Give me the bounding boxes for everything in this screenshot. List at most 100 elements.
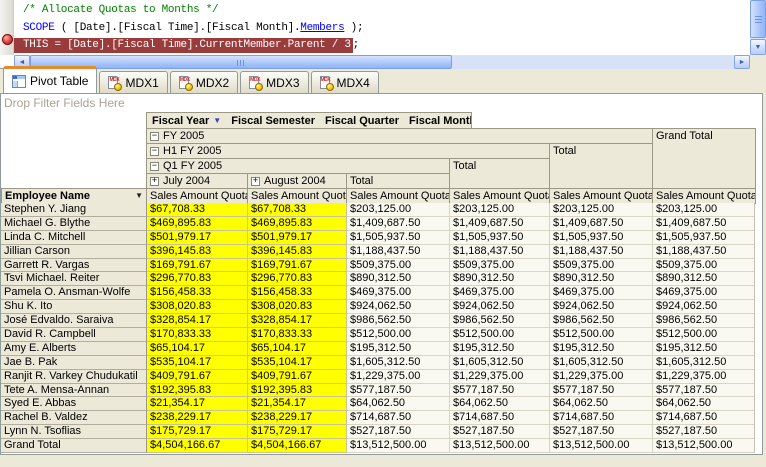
fy-total-cell[interactable]: $512,500.00 xyxy=(550,328,653,342)
august-quota-cell[interactable]: $192,395.83 xyxy=(248,383,347,398)
employee-name-cell[interactable]: Michael G. Blythe xyxy=(1,216,147,231)
grand-total-cell[interactable]: $13,512,500.00 xyxy=(653,439,755,454)
july-quota-cell[interactable]: $169,791.67 xyxy=(147,258,248,273)
july-quota-cell[interactable]: $535,104.17 xyxy=(147,355,248,370)
employee-name-cell[interactable]: Pamela O. Ansman-Wolfe xyxy=(1,286,147,301)
july-quota-cell[interactable]: $175,729.17 xyxy=(147,425,248,440)
grand-total-cell[interactable]: $577,187.50 xyxy=(653,383,755,398)
code-current-statement-line[interactable]: THIS = [Date].[Fiscal Time].CurrentMembe… xyxy=(14,38,359,53)
expand-icon[interactable]: + xyxy=(150,175,159,186)
scroll-down-button[interactable]: ▼ xyxy=(750,39,766,55)
grand-total-cell[interactable]: $527,187.50 xyxy=(653,425,755,440)
q1-total-cell[interactable]: $64,062.50 xyxy=(347,397,450,412)
code-vertical-scrollbar[interactable]: ▼ xyxy=(750,0,766,55)
column-field-fiscal-month[interactable]: Fiscal Month xyxy=(408,114,472,127)
collapse-icon[interactable]: − xyxy=(150,130,159,141)
fy-total-cell[interactable]: $509,375.00 xyxy=(550,258,653,273)
measure-header[interactable]: Sales Amount Quota xyxy=(146,188,248,204)
august-quota-cell[interactable]: $4,504,166.67 xyxy=(248,439,347,454)
fy-total-cell[interactable]: $1,605,312.50 xyxy=(550,355,653,370)
h1-total-cell[interactable]: $469,375.00 xyxy=(450,286,550,301)
q1-total-cell[interactable]: $1,229,375.00 xyxy=(347,369,450,384)
h1-total-cell[interactable]: $203,125.00 xyxy=(450,203,550,217)
august-quota-cell[interactable]: $308,020.83 xyxy=(248,300,347,315)
expand-icon[interactable]: + xyxy=(251,175,260,186)
h1-total-cell[interactable]: $1,229,375.00 xyxy=(450,369,550,384)
header-fy-2005[interactable]: − FY 2005 xyxy=(146,128,653,144)
fy-total-cell[interactable]: $890,312.50 xyxy=(550,272,653,287)
employee-name-cell[interactable]: Amy E. Alberts xyxy=(1,341,147,356)
employee-name-cell[interactable]: Rachel B. Valdez xyxy=(1,411,147,426)
august-quota-cell[interactable]: $535,104.17 xyxy=(248,355,347,370)
header-q1-total[interactable]: Total xyxy=(346,173,450,189)
q1-total-cell[interactable]: $469,375.00 xyxy=(347,286,450,301)
q1-total-cell[interactable]: $577,187.50 xyxy=(347,383,450,398)
august-quota-cell[interactable]: $156,458.33 xyxy=(248,286,347,301)
grand-total-cell[interactable]: $986,562.50 xyxy=(653,314,755,329)
q1-total-cell[interactable]: $1,188,437.50 xyxy=(347,244,450,259)
column-field-fiscal-year[interactable]: Fiscal Year ▼ xyxy=(152,114,222,127)
fy-total-cell[interactable]: $64,062.50 xyxy=(550,397,653,412)
h1-total-cell[interactable]: $195,312.50 xyxy=(450,341,550,356)
july-quota-cell[interactable]: $21,354.17 xyxy=(147,397,248,412)
employee-name-cell[interactable]: Grand Total xyxy=(1,439,147,454)
h1-total-cell[interactable]: $577,187.50 xyxy=(450,383,550,398)
h1-total-cell[interactable]: $924,062.50 xyxy=(450,300,550,315)
fy-total-cell[interactable]: $986,562.50 xyxy=(550,314,653,329)
q1-total-cell[interactable]: $195,312.50 xyxy=(347,341,450,356)
measure-header[interactable]: Sales Amount Quota xyxy=(449,188,550,204)
grand-total-cell[interactable]: $714,687.50 xyxy=(653,411,755,426)
fy-total-cell[interactable]: $924,062.50 xyxy=(550,300,653,315)
employee-name-cell[interactable]: Tete A. Mensa-Annan xyxy=(1,383,147,398)
august-quota-cell[interactable]: $396,145.83 xyxy=(248,244,347,259)
grand-total-cell[interactable]: $1,505,937.50 xyxy=(653,230,755,245)
grand-total-cell[interactable]: $1,229,375.00 xyxy=(653,369,755,384)
header-q1-fy-2005[interactable]: − Q1 FY 2005 xyxy=(146,158,450,174)
h1-total-cell[interactable]: $509,375.00 xyxy=(450,258,550,273)
july-quota-cell[interactable]: $67,708.33 xyxy=(147,203,248,217)
fiscal-year-filter-arrow[interactable]: ▼ xyxy=(213,115,222,125)
august-quota-cell[interactable]: $469,895.83 xyxy=(248,216,347,231)
measure-header[interactable]: Sales Amount Quota xyxy=(652,188,756,204)
fy-total-cell[interactable]: $203,125.00 xyxy=(550,203,653,217)
grand-total-cell[interactable]: $512,500.00 xyxy=(653,328,755,342)
header-h1-fy-2005[interactable]: − H1 FY 2005 xyxy=(146,143,550,159)
employee-name-cell[interactable]: Garrett R. Vargas xyxy=(1,258,147,273)
august-quota-cell[interactable]: $501,979.17 xyxy=(248,230,347,245)
july-quota-cell[interactable]: $170,833.33 xyxy=(147,328,248,342)
tab-pivot-table[interactable]: Pivot Table xyxy=(3,66,98,93)
employee-name-cell[interactable]: Shu K. Ito xyxy=(1,300,147,315)
august-quota-cell[interactable]: $169,791.67 xyxy=(248,258,347,273)
q1-total-cell[interactable]: $924,062.50 xyxy=(347,300,450,315)
h1-total-cell[interactable]: $527,187.50 xyxy=(450,425,550,440)
fy-total-cell[interactable]: $577,187.50 xyxy=(550,383,653,398)
employee-name-cell[interactable]: Jae B. Pak xyxy=(1,355,147,370)
tab-mdx4[interactable]: MDX MDX4 xyxy=(310,71,379,93)
code-horizontal-scrollbar[interactable]: ◄ ► xyxy=(14,55,750,69)
header-h1-total[interactable]: Total xyxy=(449,158,550,189)
employee-name-cell[interactable]: José Edvaldo. Saraiva xyxy=(1,314,147,329)
grand-total-cell[interactable]: $203,125.00 xyxy=(653,203,755,217)
fy-total-cell[interactable]: $1,188,437.50 xyxy=(550,244,653,259)
august-quota-cell[interactable]: $21,354.17 xyxy=(248,397,347,412)
collapse-icon[interactable]: − xyxy=(150,160,159,171)
grand-total-cell[interactable]: $1,409,687.50 xyxy=(653,216,755,231)
employee-name-cell[interactable]: Syed E. Abbas xyxy=(1,397,147,412)
h1-total-cell[interactable]: $13,512,500.00 xyxy=(450,439,550,454)
employee-name-cell[interactable]: Jillian Carson xyxy=(1,244,147,259)
july-quota-cell[interactable]: $156,458.33 xyxy=(147,286,248,301)
header-grand-total[interactable]: Grand Total xyxy=(652,128,756,189)
column-field-fiscal-quarter[interactable]: Fiscal Quarter xyxy=(325,114,399,127)
breakpoint-icon[interactable] xyxy=(2,34,13,45)
july-quota-cell[interactable]: $396,145.83 xyxy=(147,244,248,259)
tab-mdx3[interactable]: MDX MDX3 xyxy=(240,71,309,93)
august-quota-cell[interactable]: $328,854.17 xyxy=(248,314,347,329)
measure-header[interactable]: Sales Amount Quota xyxy=(247,188,347,204)
july-quota-cell[interactable]: $409,791.67 xyxy=(147,369,248,384)
h1-total-cell[interactable]: $1,605,312.50 xyxy=(450,355,550,370)
measure-header[interactable]: Sales Amount Quota xyxy=(549,188,653,204)
fy-total-cell[interactable]: $13,512,500.00 xyxy=(550,439,653,454)
july-quota-cell[interactable]: $192,395.83 xyxy=(147,383,248,398)
august-quota-cell[interactable]: $67,708.33 xyxy=(248,203,347,217)
grand-total-cell[interactable]: $1,605,312.50 xyxy=(653,355,755,370)
